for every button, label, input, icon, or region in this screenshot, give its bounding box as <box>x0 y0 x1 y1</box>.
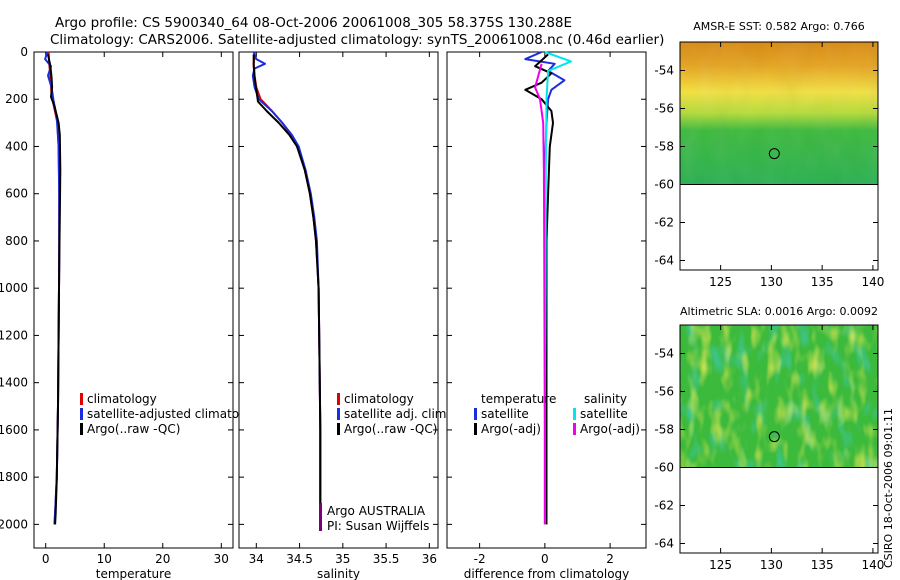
footer-credit: CSIRO 18-Oct-2006 09:01:11 <box>882 408 895 568</box>
y-tick-label: -60 <box>654 178 674 192</box>
y-tick-label: 200 <box>5 92 28 106</box>
y-tick-label: -58 <box>654 140 674 154</box>
x-tick-label: 140 <box>861 558 884 572</box>
x-tick-label: 10 <box>97 552 112 566</box>
x-tick-label: 34.5 <box>286 552 313 566</box>
x-tick-label: 125 <box>709 275 732 289</box>
y-tick-label: 800 <box>5 234 28 248</box>
legend-swatch <box>474 408 477 420</box>
header-subtitle: Climatology: CARS2006. Satellite-adjuste… <box>50 32 664 48</box>
legend-swatch <box>337 393 340 405</box>
x-axis-label: difference from climatology <box>464 567 630 580</box>
legend-swatch <box>337 423 340 435</box>
series-line <box>534 63 546 525</box>
salinity-profile-chart: 34 34.5 35 35.5 36 salinity climatologysatelli… <box>238 51 450 580</box>
y-tick-label: -54 <box>654 347 674 361</box>
legend-swatch <box>80 408 83 420</box>
map-title: Altimetric SLA: 0.0016 Argo: 0.0092 <box>680 305 878 318</box>
x-tick-label: 130 <box>760 275 783 289</box>
legend-heading: temperature <box>481 392 556 406</box>
legend-swatch <box>573 408 576 420</box>
legend-swatch <box>80 393 83 405</box>
x-tick-label: 0 <box>42 552 50 566</box>
x-tick-label: 35 <box>335 552 350 566</box>
legend-entry: satellite <box>580 407 628 421</box>
map-frame <box>679 41 879 271</box>
legend-heading: salinity <box>584 392 627 406</box>
x-tick-label: 125 <box>709 558 732 572</box>
x-tick-label: 30 <box>214 552 229 566</box>
y-tick-label: 1600 <box>0 423 28 437</box>
y-tick-label: 1200 <box>0 328 28 342</box>
x-tick-label: 140 <box>861 275 884 289</box>
legend-entry: Argo(-adj) <box>580 422 640 436</box>
sla-texture-high <box>680 325 878 468</box>
x-tick-label: 2 <box>606 552 614 566</box>
legend-swatch <box>80 423 83 435</box>
x-tick-label: 36 <box>422 552 437 566</box>
series-line <box>252 54 322 525</box>
legend-entry: satellite adj. clim. <box>344 407 450 421</box>
x-tick-label: -2 <box>474 552 486 566</box>
sla-map-chart: 125 130 135 140 -54 -56 -58 -60 -62 -64 Altimetric… <box>654 305 884 572</box>
map-frame <box>679 324 879 554</box>
legend-entry: Argo(-adj) <box>481 422 541 436</box>
x-tick-label: 135 <box>811 275 834 289</box>
x-tick-label: 34 <box>249 552 264 566</box>
x-tick-label: 135 <box>811 558 834 572</box>
series-line <box>524 53 554 525</box>
annotation: PI: Susan Wijffels <box>327 519 429 533</box>
argo-position-marker <box>768 148 780 160</box>
sst-map-chart: 125 130 135 140 -54 -56 -58 -60 -62 -64 AMSR-E SST… <box>654 20 884 289</box>
y-tick-label: -62 <box>654 216 674 230</box>
sst-texture <box>680 42 878 185</box>
y-tick-label: -54 <box>654 64 674 78</box>
legend-entry: satellite-adjusted climatology <box>87 407 265 421</box>
legend-entry: satellite <box>481 407 529 421</box>
map-title: AMSR-E SST: 0.582 Argo: 0.766 <box>693 20 865 33</box>
header-title: Argo profile: CS 5900340_64 08-Oct-2006 … <box>55 15 572 31</box>
series-line <box>47 54 62 525</box>
y-tick-label: -56 <box>654 385 674 399</box>
legend-swatch <box>573 423 576 435</box>
legend-entry: Argo(..raw -QC) <box>87 422 180 436</box>
y-tick-label: 1000 <box>0 281 28 295</box>
temperature-profile-chart: 0 10 20 30 0 200 400 600 800 1000 1200 1400 1600 1800… <box>0 45 265 580</box>
legend-entry: climatology <box>344 392 414 406</box>
y-tick-label: -58 <box>654 423 674 437</box>
y-tick-label: 600 <box>5 187 28 201</box>
x-tick-label: 130 <box>760 558 783 572</box>
y-tick-label: -62 <box>654 499 674 513</box>
x-tick-label: 0 <box>541 552 549 566</box>
legend-swatch <box>337 408 340 420</box>
legend-entry: Argo(..raw -QC) <box>344 422 437 436</box>
plot-frame <box>33 51 234 549</box>
x-axis-label: salinity <box>317 567 360 580</box>
y-tick-label: 400 <box>5 139 28 153</box>
y-tick-label: 1800 <box>0 470 28 484</box>
y-tick-label: -56 <box>654 102 674 116</box>
y-tick-label: 2000 <box>0 517 28 531</box>
x-tick-label: 35.5 <box>373 552 400 566</box>
legend-swatch <box>474 423 477 435</box>
y-tick-label: 1400 <box>0 376 28 390</box>
x-tick-label: 20 <box>155 552 170 566</box>
x-axis-label: temperature <box>96 567 171 580</box>
y-tick-label: -60 <box>654 461 674 475</box>
argo-australia-marker <box>319 503 322 531</box>
argo-position-marker <box>768 431 780 443</box>
y-tick-label: 0 <box>20 45 28 59</box>
y-tick-label: -64 <box>654 254 674 268</box>
legend-entry: climatology <box>87 392 157 406</box>
annotation: Argo AUSTRALIA <box>327 504 426 518</box>
plot-frame <box>238 51 439 549</box>
y-tick-label: -64 <box>654 537 674 551</box>
